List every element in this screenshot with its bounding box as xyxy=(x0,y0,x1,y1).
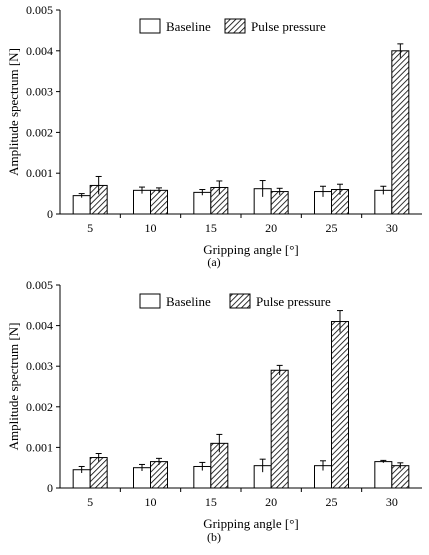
legend-label-baseline: Baseline xyxy=(166,19,211,34)
bar-baseline xyxy=(133,189,151,215)
bar-pulse-pressure xyxy=(270,191,289,215)
y-tick-label: 0.003 xyxy=(26,85,53,99)
x-tick-label: 20 xyxy=(265,495,277,509)
bar-baseline xyxy=(193,191,212,215)
x-tick-label: 30 xyxy=(386,221,398,235)
bar-baseline xyxy=(72,195,91,215)
chart-panel-1: 0 0.001 0.002 0.003 0.004 0.005 Amplitude spec… xyxy=(6,3,422,269)
x-tick-label: 5 xyxy=(87,221,93,235)
x-axis-label: Gripping angle [°] xyxy=(203,516,298,531)
legend-label-pulse-pressure: Pulse pressure xyxy=(251,19,326,34)
y-axis-label: Amplitude spectrum [N] xyxy=(6,48,21,176)
legend-label-pulse-pressure: Pulse pressure xyxy=(256,294,331,309)
y-tick-label: 0.005 xyxy=(26,278,53,292)
legend-swatch-pulse-pressure xyxy=(224,18,246,34)
bar-pulse-pressure xyxy=(331,321,349,489)
y-axis-label: Amplitude spectrum [N] xyxy=(6,323,21,451)
bar-pulse-pressure xyxy=(150,189,168,215)
y-tick-label: 0.004 xyxy=(26,44,53,58)
x-tick-label: 10 xyxy=(145,495,157,509)
x-tick-label: 15 xyxy=(205,495,217,509)
y-tick-label: 0.004 xyxy=(26,319,53,333)
legend-swatch-pulse-pressure xyxy=(229,293,251,309)
x-tick-label: 25 xyxy=(326,495,338,509)
legend-label-baseline: Baseline xyxy=(166,294,211,309)
y-tick-label: 0.001 xyxy=(26,166,53,180)
x-tick-label: 15 xyxy=(205,221,217,235)
bar-pulse-pressure xyxy=(150,461,168,489)
bar-pulse-pressure xyxy=(391,465,410,489)
y-tick-label: 0 xyxy=(47,207,53,221)
x-tick-label: 25 xyxy=(326,221,338,235)
y-tick-label: 0 xyxy=(47,481,53,495)
panel-label: (b) xyxy=(207,530,221,544)
legend-swatch-baseline xyxy=(139,293,161,309)
y-tick-label: 0.002 xyxy=(26,125,53,139)
x-tick-label: 5 xyxy=(87,495,93,509)
y-tick-label: 0.002 xyxy=(26,400,53,414)
y-tick-label: 0.003 xyxy=(26,359,53,373)
x-tick-label: 10 xyxy=(145,221,157,235)
panel-label: (a) xyxy=(207,255,220,269)
bar-pulse-pressure xyxy=(89,457,108,489)
y-tick-label: 0.005 xyxy=(26,3,53,17)
y-tick-label: 0.001 xyxy=(26,440,53,454)
bar-pulse-pressure xyxy=(270,369,289,489)
legend-swatch-baseline xyxy=(139,18,161,34)
x-axis-label: Gripping angle [°] xyxy=(203,242,298,257)
chart-panel-2: 0 0.001 0.002 0.003 0.004 0.005 Amplitude spec… xyxy=(6,278,422,544)
x-tick-label: 30 xyxy=(386,495,398,509)
bar-baseline xyxy=(374,461,393,489)
x-tick-label: 20 xyxy=(265,221,277,235)
bar-pulse-pressure xyxy=(391,50,410,215)
